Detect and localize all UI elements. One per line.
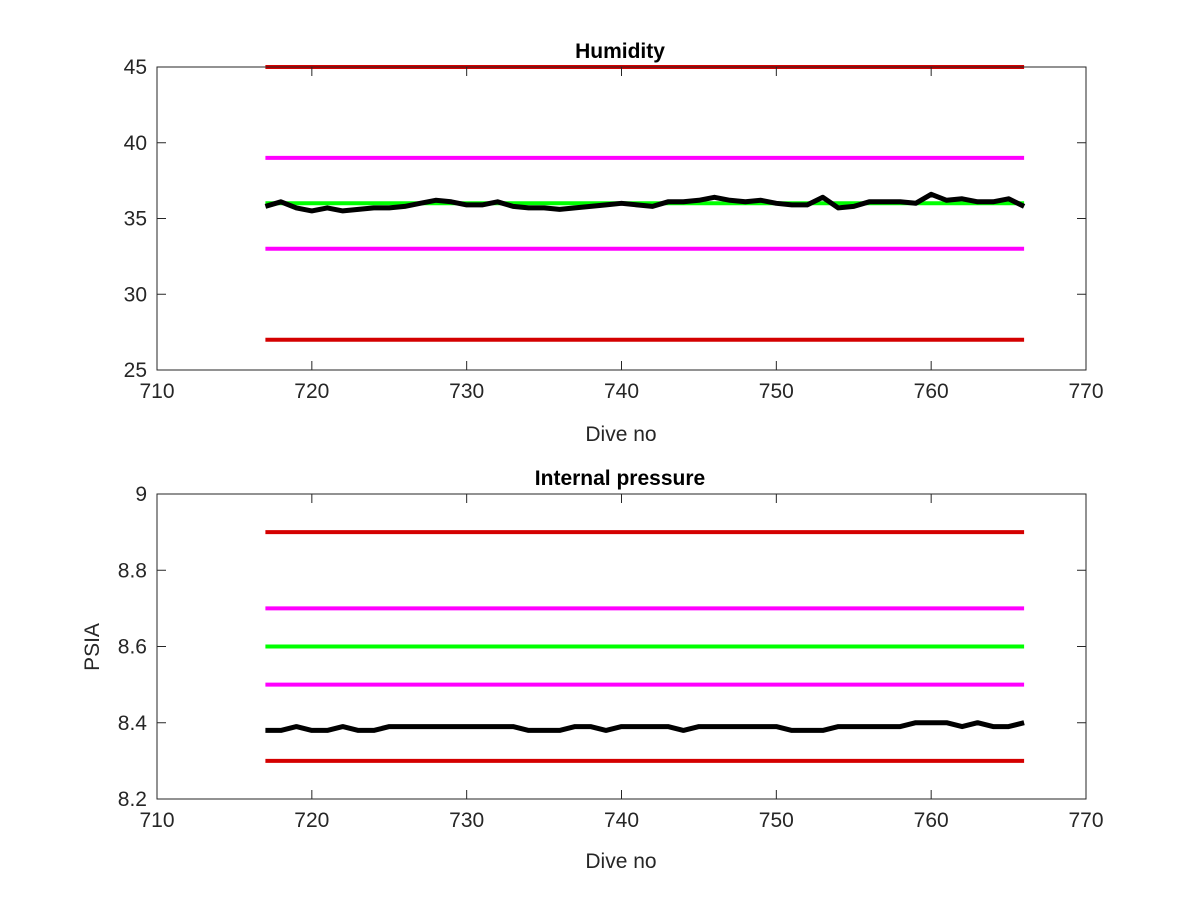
humidity-y-tick-label-3: 40 xyxy=(124,132,147,155)
humidity-x-tick-label-5: 760 xyxy=(914,380,949,403)
pressure-series-group xyxy=(265,530,1025,763)
pressure-y-axis-label: PSIA xyxy=(81,623,104,671)
humidity-x-tick-label-2: 730 xyxy=(449,380,484,403)
pressure-subplot: Internal pressure 710 720 730 740 750 760 770 8… xyxy=(81,467,1104,873)
humidity-ticks: 710 720 730 740 750 760 770 25 30 35 40 45 xyxy=(124,56,1104,403)
pressure-x-tick-label-1: 720 xyxy=(294,809,329,832)
humidity-y-tick-label-0: 25 xyxy=(124,359,147,382)
humidity-x-tick-label-4: 750 xyxy=(759,380,794,403)
humidity-series-group xyxy=(264,65,1026,342)
pressure-x-tick-label-6: 770 xyxy=(1068,809,1103,832)
pressure-ticks: 710 720 730 740 750 760 770 8.2 8.4 8.6 8.8 9 xyxy=(118,483,1104,832)
humidity-x-axis-label: Dive no xyxy=(585,423,656,446)
pressure-x-axis-label: Dive no xyxy=(585,850,656,873)
humidity-x-tick-label-6: 770 xyxy=(1068,380,1103,403)
humidity-title: Humidity xyxy=(575,40,665,63)
pressure-y-tick-label-2: 8.6 xyxy=(118,636,147,659)
humidity-y-tick-label-2: 35 xyxy=(124,208,147,231)
humidity-axes-box xyxy=(156,66,1087,371)
pressure-y-tick-label-0: 8.2 xyxy=(118,788,147,811)
pressure-series-line-5 xyxy=(265,720,1025,733)
pressure-y-tick-label-4: 9 xyxy=(135,483,147,506)
humidity-x-tick-label-1: 720 xyxy=(294,380,329,403)
pressure-x-tick-label-2: 730 xyxy=(449,809,484,832)
pressure-x-tick-label-3: 740 xyxy=(604,809,639,832)
pressure-x-tick-label-4: 750 xyxy=(759,809,794,832)
pressure-y-tick-label-3: 8.8 xyxy=(118,559,147,582)
humidity-subplot: Humidity 710 720 730 740 750 760 770 25 30 35 40 45… xyxy=(124,40,1104,446)
humidity-series-line-5 xyxy=(264,191,1026,214)
humidity-y-tick-label-1: 30 xyxy=(124,283,147,306)
humidity-y-tick-label-4: 45 xyxy=(124,56,147,79)
pressure-y-tick-label-1: 8.4 xyxy=(118,712,148,735)
humidity-x-tick-label-3: 740 xyxy=(604,380,639,403)
humidity-x-tick-label-0: 710 xyxy=(139,380,174,403)
pressure-x-tick-label-0: 710 xyxy=(139,809,174,832)
pressure-x-tick-label-5: 760 xyxy=(914,809,949,832)
pressure-title: Internal pressure xyxy=(535,467,705,490)
